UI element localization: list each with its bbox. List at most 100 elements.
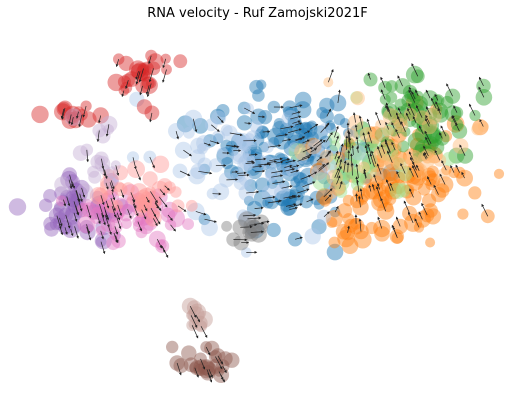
cell-point	[475, 89, 493, 106]
velocity-arrow	[421, 202, 428, 216]
velocity-arrow	[79, 193, 83, 203]
velocity-arrow	[324, 122, 330, 129]
velocity-arrow	[271, 169, 284, 174]
cell-point	[341, 237, 359, 254]
velocity-arrow	[391, 141, 396, 151]
cell-point	[256, 126, 270, 139]
velocity-arrow	[138, 68, 144, 83]
cell-point	[213, 133, 224, 144]
cell-point	[409, 137, 425, 153]
velocity-arrow	[334, 135, 339, 147]
cell-point	[323, 178, 338, 193]
velocity-arrow	[371, 150, 377, 164]
velocity-arrow	[96, 130, 100, 143]
velocity-arrow	[337, 89, 341, 104]
cell-point	[130, 183, 148, 201]
cell-point	[346, 147, 361, 162]
velocity-arrow	[391, 122, 395, 129]
velocity-arrow	[425, 118, 430, 127]
cell-point	[453, 166, 466, 179]
cell-point	[321, 158, 337, 174]
velocity-arrow	[400, 121, 406, 132]
velocity-arrow	[244, 121, 252, 125]
cell-point	[65, 204, 83, 222]
cell-point	[290, 153, 305, 169]
velocity-arrow	[249, 223, 258, 227]
cell-point	[360, 171, 373, 184]
velocity-arrow	[405, 112, 411, 121]
velocity-arrow	[415, 89, 419, 97]
cell-point	[135, 226, 148, 239]
velocity-arrow	[229, 132, 243, 137]
velocity-arrow	[217, 116, 224, 124]
velocity-arrow	[194, 367, 199, 378]
velocity-arrow	[434, 149, 441, 161]
cell-point	[273, 118, 285, 129]
cell-point	[64, 108, 83, 126]
velocity-arrow	[100, 230, 104, 240]
velocity-arrow	[132, 157, 137, 170]
cell-point	[138, 219, 154, 235]
velocity-arrow	[148, 55, 152, 65]
cell-point	[31, 105, 49, 124]
velocity-arrow	[334, 125, 339, 138]
velocity-arrow	[327, 69, 334, 83]
cell-point	[403, 184, 415, 195]
velocity-arrow	[244, 107, 256, 114]
cell-point	[166, 340, 179, 354]
velocity-arrow	[385, 141, 391, 154]
velocity-arrow	[389, 182, 394, 191]
velocity-arrow	[75, 190, 81, 203]
velocity-arrow	[116, 212, 121, 221]
velocity-arrow	[284, 168, 296, 172]
cell-point	[186, 300, 202, 316]
velocity-arrow	[366, 118, 372, 132]
cell-point	[212, 183, 230, 201]
cell-point	[385, 80, 398, 93]
velocity-arrow	[100, 241, 106, 255]
velocity-arrow	[110, 197, 116, 212]
cell-point	[392, 153, 409, 171]
cell-point	[396, 183, 411, 198]
cell-point	[380, 135, 395, 150]
velocity-arrow	[208, 369, 213, 378]
velocity-arrow	[418, 125, 424, 135]
cell-point	[254, 128, 266, 140]
velocity-arrow	[280, 125, 294, 130]
velocity-arrow	[70, 228, 74, 237]
velocity-arrow	[302, 181, 316, 188]
cell-point	[294, 101, 312, 119]
velocity-arrow	[120, 189, 125, 198]
velocity-arrow	[283, 194, 296, 199]
cell-point	[350, 143, 368, 161]
velocity-arrow	[96, 213, 101, 225]
velocity-arrow	[377, 146, 383, 159]
velocity-arrow	[446, 83, 453, 97]
velocity-arrow	[105, 200, 110, 209]
velocity-arrow	[324, 194, 332, 202]
velocity-arrow	[453, 105, 458, 113]
cell-points	[8, 49, 505, 383]
velocity-arrow	[416, 164, 420, 171]
velocity-arrow	[154, 201, 162, 212]
velocity-arrow	[65, 214, 71, 229]
velocity-arrow	[254, 222, 265, 225]
velocity-arrow	[412, 165, 419, 178]
velocity-arrow	[469, 103, 476, 116]
velocity-arrow	[397, 75, 403, 87]
velocity-arrow	[403, 200, 410, 214]
cell-point	[448, 147, 465, 164]
velocity-arrow	[325, 132, 333, 143]
velocity-arrow	[408, 103, 415, 116]
velocity-arrow	[242, 213, 257, 217]
cell-point	[361, 159, 372, 171]
cell-point	[289, 134, 301, 146]
velocity-arrow	[425, 114, 431, 124]
velocity-arrow	[111, 192, 116, 201]
velocity-arrow	[189, 305, 197, 318]
velocity-arrow	[176, 362, 182, 376]
velocity-arrow	[356, 146, 360, 153]
velocity-arrow	[145, 196, 150, 203]
velocity-arrow	[167, 214, 173, 221]
velocity-arrow	[377, 182, 381, 190]
